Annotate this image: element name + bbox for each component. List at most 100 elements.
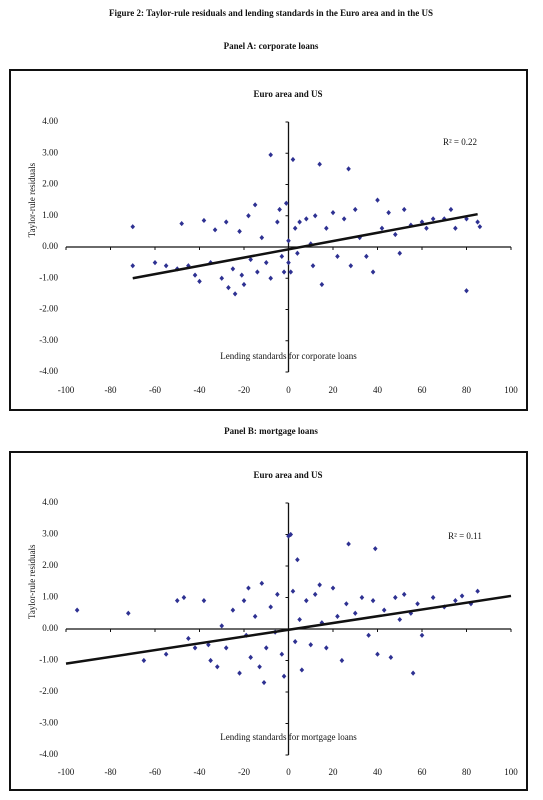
x-tick-label: -60 xyxy=(149,767,161,777)
y-tick-label: -1.00 xyxy=(39,655,58,665)
y-tick-label: 2.00 xyxy=(42,179,58,189)
point xyxy=(152,260,158,266)
point xyxy=(232,291,238,297)
point xyxy=(290,156,296,163)
point xyxy=(268,604,273,610)
point xyxy=(248,256,253,263)
y-tick-label: 4.00 xyxy=(42,497,58,507)
point xyxy=(248,654,253,660)
point xyxy=(475,219,480,225)
point xyxy=(375,197,380,203)
point xyxy=(263,645,269,651)
point xyxy=(226,285,231,291)
x-tick-label: -40 xyxy=(194,385,206,395)
point xyxy=(219,275,225,281)
y-tick-label: 0.00 xyxy=(42,623,58,633)
figure-title: Figure 2: Taylor-rule residuals and lend… xyxy=(109,8,433,18)
x-tick-label: 60 xyxy=(418,385,428,395)
point xyxy=(223,645,229,651)
y-tick-label: -4.00 xyxy=(39,749,58,759)
point xyxy=(230,607,236,613)
y-axis-title: Taylor-rule residuals xyxy=(27,544,37,619)
point xyxy=(379,225,385,231)
point xyxy=(141,657,147,664)
point xyxy=(279,253,285,259)
point xyxy=(341,216,347,222)
chart-title: Euro area and US xyxy=(254,89,323,99)
y-tick-label: 4.00 xyxy=(42,116,58,126)
point xyxy=(237,228,242,234)
x-tick-label: 100 xyxy=(504,385,518,395)
point xyxy=(324,225,329,231)
point xyxy=(419,632,425,638)
x-axis-title: Lending standards for mortgage loans xyxy=(220,732,357,742)
point xyxy=(297,219,302,225)
y-tick-label: -4.00 xyxy=(39,366,58,376)
point xyxy=(372,546,378,552)
point xyxy=(381,607,387,613)
point xyxy=(339,657,345,664)
point xyxy=(308,642,314,648)
annotation: R² = 0.22 xyxy=(443,137,477,147)
point xyxy=(186,635,191,642)
point xyxy=(268,152,273,158)
point xyxy=(370,598,376,604)
point xyxy=(386,210,391,216)
point xyxy=(174,598,180,604)
x-tick-label: 80 xyxy=(462,385,472,395)
point xyxy=(292,639,298,645)
point xyxy=(208,657,213,664)
x-tick-label: -80 xyxy=(105,767,117,777)
point xyxy=(348,263,354,269)
point xyxy=(246,585,251,591)
point xyxy=(410,670,416,676)
x-tick-label: -20 xyxy=(238,385,250,395)
point xyxy=(297,616,302,623)
point xyxy=(324,645,329,651)
x-tick-label: -60 xyxy=(149,385,161,395)
point xyxy=(292,225,298,231)
point xyxy=(366,632,371,638)
x-tick-label: -100 xyxy=(58,385,75,395)
point xyxy=(310,263,316,269)
point xyxy=(163,263,169,269)
point xyxy=(295,250,300,256)
point xyxy=(401,206,407,213)
point xyxy=(370,269,376,275)
point xyxy=(263,260,269,266)
x-tick-label: 20 xyxy=(329,385,339,395)
point xyxy=(319,281,325,288)
point xyxy=(281,269,287,275)
y-tick-label: 3.00 xyxy=(42,529,58,539)
point xyxy=(299,667,305,673)
point xyxy=(130,224,136,230)
point xyxy=(475,588,480,594)
point xyxy=(237,670,242,676)
point xyxy=(304,598,309,604)
y-tick-label: 2.00 xyxy=(42,560,58,570)
point xyxy=(181,594,187,601)
point xyxy=(430,594,436,601)
x-tick-label: 40 xyxy=(373,385,383,395)
x-tick-label: 40 xyxy=(373,767,383,777)
point xyxy=(74,607,80,613)
y-tick-label: 3.00 xyxy=(42,147,58,157)
panel-title: Panel B: mortgage loans xyxy=(224,426,318,436)
x-tick-label: 0 xyxy=(286,767,291,777)
point xyxy=(252,613,258,619)
x-tick-label: 100 xyxy=(504,767,518,777)
point xyxy=(424,225,429,231)
point xyxy=(179,220,184,227)
point xyxy=(219,623,225,629)
point xyxy=(401,591,407,597)
point xyxy=(259,235,265,241)
point xyxy=(359,594,365,601)
point xyxy=(212,227,218,233)
point xyxy=(192,272,198,278)
point xyxy=(317,582,322,588)
x-tick-label: 60 xyxy=(418,767,428,777)
y-axis-title: Taylor-rule residuals xyxy=(27,162,37,237)
point xyxy=(286,533,291,539)
point xyxy=(277,206,282,213)
